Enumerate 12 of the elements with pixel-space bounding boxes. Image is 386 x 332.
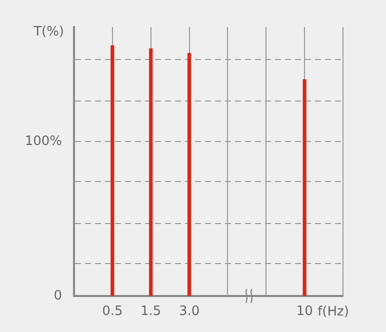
x-tick-label: 3.0 (178, 304, 200, 320)
y-tick-label: 100% (24, 134, 62, 149)
y-axis-title: T(%) (32, 24, 64, 40)
bar (302, 79, 306, 296)
bar (110, 45, 114, 296)
x-axis-title: f(Hz) (318, 304, 349, 320)
bar (149, 48, 153, 296)
bar (187, 52, 192, 296)
x-tick-label: 10 (296, 304, 313, 320)
y-tick-label: 0 (54, 288, 62, 304)
x-tick-label: 0.5 (102, 304, 123, 320)
x-tick-label: 1.5 (140, 304, 162, 320)
